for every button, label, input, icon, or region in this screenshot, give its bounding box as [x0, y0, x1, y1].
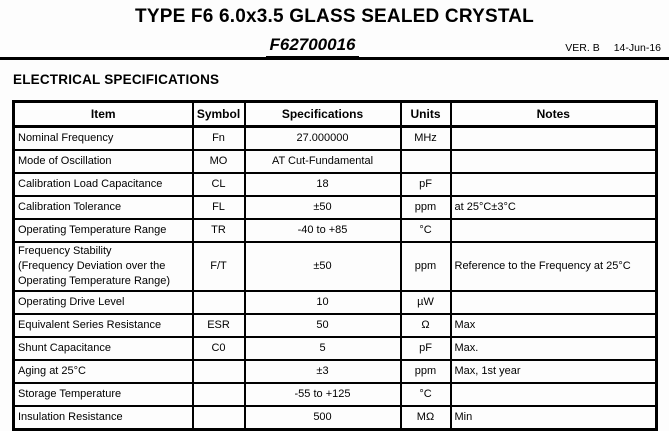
table-row: Shunt Capacitance C0 5 pF Max. [12, 335, 658, 361]
cell-notes [449, 381, 658, 407]
cell-units [399, 149, 452, 174]
cell-units: Ω [399, 312, 452, 338]
cell-symbol: C0 [191, 335, 246, 361]
cell-item: Operating Drive Level [12, 289, 194, 315]
cell-item: Calibration Tolerance [12, 195, 194, 220]
table-row: Calibration Load Capacitance CL 18 pF [12, 172, 658, 197]
cell-units: ppm [399, 358, 452, 384]
cell-notes: at 25°C±3°C [449, 195, 658, 220]
cell-units: µW [399, 289, 452, 315]
cell-spec: -40 to +85 [243, 218, 402, 243]
specifications-table: Item Symbol Specifications Units Notes N… [12, 100, 658, 431]
cell-spec: -55 to +125 [243, 381, 402, 407]
table-row: Mode of Oscillation MO AT Cut-Fundamental [12, 149, 658, 174]
column-header-units: Units [399, 100, 452, 128]
table-row: Insulation Resistance 500 MΩ Min [12, 404, 658, 431]
cell-notes: Min [449, 404, 658, 431]
cell-item: Nominal Frequency [12, 125, 194, 151]
cell-item: Aging at 25°C [12, 358, 194, 384]
cell-notes [449, 218, 658, 243]
cell-symbol: TR [191, 218, 246, 243]
cell-notes: Max, 1st year [449, 358, 658, 384]
table-row: Equivalent Series Resistance ESR 50 Ω Max [12, 312, 658, 338]
column-header-specifications: Specifications [243, 100, 402, 128]
cell-symbol [191, 358, 246, 384]
table-row: Aging at 25°C ±3 ppm Max, 1st year [12, 358, 658, 384]
cell-notes [449, 289, 658, 315]
column-header-notes: Notes [449, 100, 658, 128]
cell-symbol: F/T [191, 241, 246, 292]
cell-symbol: FL [191, 195, 246, 220]
cell-spec: 50 [243, 312, 402, 338]
cell-item: Mode of Oscillation [12, 149, 194, 174]
cell-item: Frequency Stability (Frequency Deviation… [12, 241, 194, 292]
cell-item: Calibration Load Capacitance [12, 172, 194, 197]
cell-symbol [191, 381, 246, 407]
cell-spec: ±50 [243, 241, 402, 292]
cell-notes [449, 149, 658, 174]
cell-symbol: MO [191, 149, 246, 174]
horizontal-rule [0, 57, 669, 60]
cell-spec: 500 [243, 404, 402, 431]
table-row: Operating Temperature Range TR -40 to +85 °… [12, 218, 658, 243]
cell-spec: 27.000000 [243, 125, 402, 151]
page-title: TYPE F6 6.0x3.5 GLASS SEALED CRYSTAL [135, 6, 534, 27]
cell-spec: AT Cut-Fundamental [243, 149, 402, 174]
cell-item: Storage Temperature [12, 381, 194, 407]
cell-units: ppm [399, 241, 452, 292]
version-label: VER. B [565, 42, 600, 54]
cell-units: °C [399, 218, 452, 243]
cell-spec: ±50 [243, 195, 402, 220]
cell-notes [449, 172, 658, 197]
cell-units: MΩ [399, 404, 452, 431]
version-info: VER. B 14-Jun-16 [565, 42, 661, 54]
cell-item: Operating Temperature Range [12, 218, 194, 243]
cell-item: Equivalent Series Resistance [12, 312, 194, 338]
table-row: Nominal Frequency Fn 27.000000 MHz [12, 125, 658, 151]
cell-symbol: CL [191, 172, 246, 197]
cell-units: °C [399, 381, 452, 407]
cell-notes: Max [449, 312, 658, 338]
cell-spec: 18 [243, 172, 402, 197]
cell-notes [449, 125, 658, 151]
column-header-symbol: Symbol [191, 100, 246, 128]
cell-notes: Max. [449, 335, 658, 361]
date-label: 14-Jun-16 [613, 42, 661, 54]
table-row: Calibration Tolerance FL ±50 ppm at 25°C±3°C [12, 195, 658, 220]
part-number: F62700016 [266, 35, 359, 58]
cell-symbol: Fn [191, 125, 246, 151]
table-row: Frequency Stability (Frequency Deviation… [12, 241, 658, 292]
cell-units: pF [399, 335, 452, 361]
table-row: Operating Drive Level 10 µW [12, 289, 658, 315]
cell-units: MHz [399, 125, 452, 151]
cell-spec: 10 [243, 289, 402, 315]
cell-units: pF [399, 172, 452, 197]
section-heading: ELECTRICAL SPECIFICATIONS [13, 72, 220, 87]
cell-notes: Reference to the Frequency at 25°C [449, 241, 658, 292]
cell-spec: ±3 [243, 358, 402, 384]
table-header-row: Item Symbol Specifications Units Notes [12, 100, 658, 128]
table-row: Storage Temperature -55 to +125 °C [12, 381, 658, 407]
cell-symbol: ESR [191, 312, 246, 338]
cell-symbol [191, 404, 246, 431]
column-header-item: Item [12, 100, 194, 128]
cell-symbol [191, 289, 246, 315]
cell-item: Shunt Capacitance [12, 335, 194, 361]
cell-item: Insulation Resistance [12, 404, 194, 431]
cell-units: ppm [399, 195, 452, 220]
cell-spec: 5 [243, 335, 402, 361]
